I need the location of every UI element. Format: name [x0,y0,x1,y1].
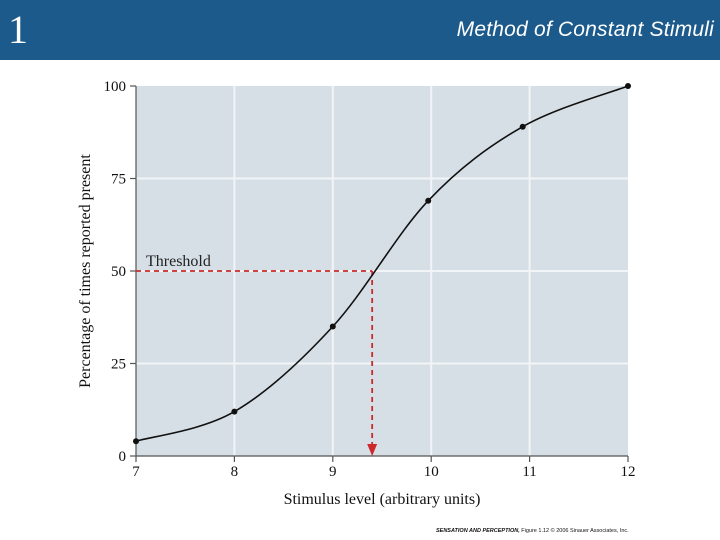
grid-lines [136,86,628,456]
y-tick-label: 100 [104,79,127,95]
data-point [329,323,336,330]
y-axis-label: Percentage of times reported present [77,154,94,388]
x-tick-label: 10 [424,464,439,480]
x-tick-label: 12 [621,464,636,480]
y-tick-label: 75 [111,172,126,188]
caption-book: SENSATION AND PERCEPTION, [436,528,520,534]
x-tick-label: 8 [231,464,239,480]
x-axis-label: Stimulus level (arbitrary units) [284,491,481,508]
slide-title: Method of Constant Stimuli [456,18,714,41]
data-point [231,408,238,415]
caption-figure: Figure 1.12 © 2006 Sinauer Associates, I… [521,528,629,534]
data-point [625,83,631,89]
series-curve [135,85,629,442]
y-tick-label: 0 [119,449,127,465]
data-point [133,438,139,445]
psychometric-curve [135,85,629,442]
figure-caption: SENSATION AND PERCEPTION, Figure 1.12 © … [436,528,629,534]
slide-header: 1 Method of Constant Stimuli [0,0,720,60]
y-tick-label: 50 [111,264,126,280]
x-tick-label: 11 [522,464,536,480]
x-tick-label: 9 [329,464,337,480]
data-points [133,83,631,445]
psychometric-chart: 7 8 9 10 11 12 0 25 50 75 100 Threshold Stimulus l… [77,79,636,508]
threshold-annotation: Threshold [136,253,378,456]
threshold-label: Threshold [146,253,211,270]
x-tick-label: 7 [132,464,140,480]
data-point [425,197,432,204]
slide-number: 1 [8,7,28,52]
data-point [519,123,526,130]
threshold-arrowhead [367,444,378,456]
tick-labels: 7 8 9 10 11 12 0 25 50 75 100 [104,79,636,480]
y-tick-label: 25 [111,357,126,373]
